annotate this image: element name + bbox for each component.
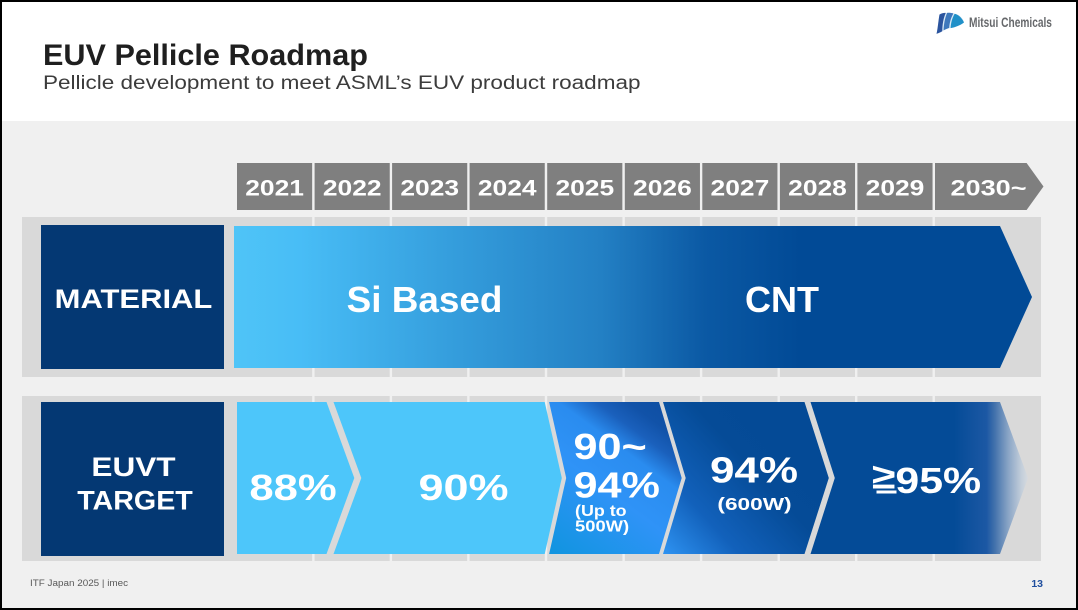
svg-text:Mitsui Chemicals: Mitsui Chemicals (969, 15, 1052, 31)
svg-text:90~: 90~ (574, 427, 647, 467)
svg-text:94%: 94% (710, 450, 798, 490)
svg-text:TARGET: TARGET (77, 485, 193, 515)
svg-text:90%: 90% (418, 467, 508, 508)
svg-text:≥95%: ≥95% (872, 457, 981, 502)
svg-text:ITF Japan 2025 | imec: ITF Japan 2025 | imec (30, 578, 128, 589)
svg-text:2029: 2029 (866, 176, 925, 200)
svg-text:(Up to: (Up to (575, 502, 627, 520)
svg-text:2027: 2027 (711, 176, 770, 200)
svg-text:2026: 2026 (633, 176, 692, 200)
svg-text:2030~: 2030~ (951, 177, 1027, 201)
svg-text:94%: 94% (574, 466, 660, 506)
svg-text:CNT: CNT (745, 279, 819, 320)
svg-text:2025: 2025 (555, 176, 614, 200)
svg-text:Si Based: Si Based (347, 279, 503, 320)
svg-text:2022: 2022 (323, 176, 382, 200)
svg-text:Pellicle development to meet A: Pellicle development to meet ASML’s EUV … (43, 72, 640, 93)
svg-text:EUV Pellicle Roadmap: EUV Pellicle Roadmap (43, 39, 368, 72)
svg-text:2024: 2024 (478, 176, 537, 200)
svg-text:88%: 88% (249, 469, 336, 509)
svg-text:2028: 2028 (788, 176, 847, 200)
svg-text:2021: 2021 (245, 176, 304, 200)
svg-text:500W): 500W) (575, 518, 629, 535)
svg-text:(600W): (600W) (717, 494, 791, 514)
svg-text:13: 13 (1031, 578, 1043, 590)
svg-text:EUVT: EUVT (91, 452, 175, 482)
svg-text:MATERIAL: MATERIAL (55, 285, 213, 315)
svg-text:2023: 2023 (400, 176, 459, 200)
